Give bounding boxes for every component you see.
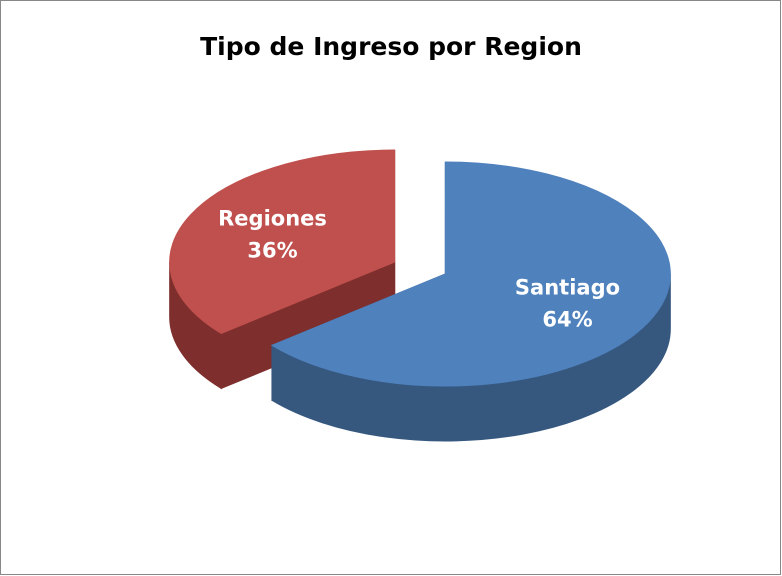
slice [169, 149, 396, 334]
slice-label: Santiago [515, 276, 620, 300]
chart-title: Tipo de Ingreso por Region [200, 32, 582, 61]
slice-label: Regiones [218, 206, 327, 230]
value-label: 64% [542, 308, 592, 332]
value-label: 36% [247, 238, 297, 262]
slice [270, 161, 671, 387]
